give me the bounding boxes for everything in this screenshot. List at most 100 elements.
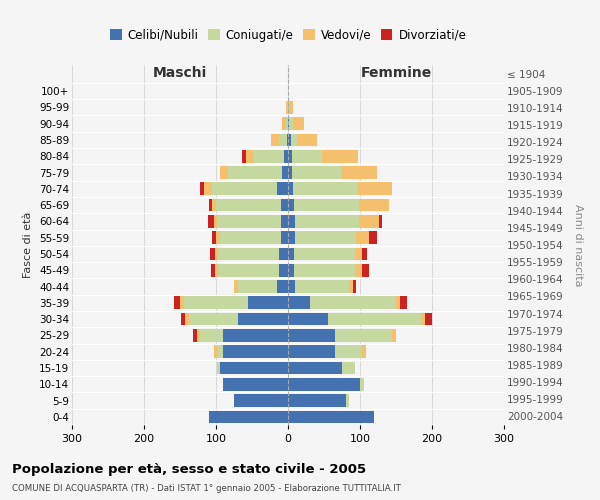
Text: COMUNE DI ACQUASPARTA (TR) - Dati ISTAT 1° gennaio 2005 - Elaborazione TUTTITALI: COMUNE DI ACQUASPARTA (TR) - Dati ISTAT … [12, 484, 401, 493]
Bar [217, 362, 220, 374]
Bar [288, 232, 295, 244]
Bar [294, 264, 355, 276]
Bar [288, 378, 360, 390]
Text: Popolazione per età, sesso e stato civile - 2005: Popolazione per età, sesso e stato civil… [12, 462, 366, 475]
Bar [209, 248, 215, 260]
Bar [216, 232, 220, 244]
Bar [212, 182, 277, 195]
Bar [335, 329, 392, 342]
Bar [238, 280, 277, 293]
Y-axis label: Anni di nascita: Anni di nascita [573, 204, 583, 286]
Bar [277, 280, 288, 293]
Bar [197, 329, 200, 342]
Bar [360, 378, 364, 390]
Bar [280, 264, 288, 276]
Bar [282, 118, 286, 130]
Bar [228, 166, 282, 179]
Bar [280, 134, 287, 146]
Bar [294, 248, 355, 260]
Bar [220, 362, 288, 374]
Bar [220, 232, 281, 244]
Bar [342, 166, 377, 179]
Bar [284, 150, 288, 162]
Bar [288, 313, 328, 326]
Bar [295, 232, 356, 244]
Bar [218, 264, 280, 276]
Bar [181, 313, 185, 326]
Bar [359, 215, 379, 228]
Bar [288, 118, 289, 130]
Bar [212, 232, 216, 244]
Bar [281, 215, 288, 228]
Bar [281, 198, 288, 211]
Bar [335, 346, 362, 358]
Bar [271, 134, 280, 146]
Bar [234, 280, 238, 293]
Bar [281, 232, 288, 244]
Bar [184, 296, 248, 309]
Bar [220, 166, 228, 179]
Bar [310, 296, 396, 309]
Bar [287, 134, 288, 146]
Text: Femmine: Femmine [361, 66, 431, 80]
Bar [355, 248, 362, 260]
Bar [400, 296, 407, 309]
Bar [288, 101, 289, 114]
Bar [293, 118, 304, 130]
Bar [209, 410, 288, 423]
Bar [288, 346, 335, 358]
Bar [215, 264, 218, 276]
Bar [288, 215, 295, 228]
Bar [288, 410, 374, 423]
Bar [242, 150, 245, 162]
Bar [288, 166, 292, 179]
Bar [353, 280, 356, 293]
Bar [254, 150, 284, 162]
Bar [288, 248, 294, 260]
Bar [211, 264, 215, 276]
Bar [346, 394, 349, 407]
Bar [286, 101, 287, 114]
Bar [362, 346, 366, 358]
Bar [359, 198, 389, 211]
Bar [277, 182, 288, 195]
Bar [218, 248, 280, 260]
Bar [342, 362, 355, 374]
Bar [280, 248, 288, 260]
Bar [185, 313, 188, 326]
Bar [200, 182, 204, 195]
Bar [223, 329, 288, 342]
Bar [288, 134, 291, 146]
Bar [295, 280, 349, 293]
Bar [193, 329, 197, 342]
Bar [289, 118, 293, 130]
Legend: Celibi/Nubili, Coniugati/e, Vedovi/e, Divorziati/e: Celibi/Nubili, Coniugati/e, Vedovi/e, Di… [105, 24, 471, 46]
Bar [180, 296, 184, 309]
Bar [396, 296, 400, 309]
Bar [216, 198, 281, 211]
Bar [291, 134, 296, 146]
Bar [362, 248, 367, 260]
Bar [322, 150, 358, 162]
Bar [288, 362, 342, 374]
Bar [248, 296, 288, 309]
Text: Maschi: Maschi [153, 66, 207, 80]
Bar [245, 150, 254, 162]
Bar [295, 215, 359, 228]
Bar [370, 232, 377, 244]
Bar [288, 150, 292, 162]
Bar [294, 198, 359, 211]
Bar [288, 182, 293, 195]
Bar [392, 329, 396, 342]
Bar [288, 198, 294, 211]
Bar [379, 215, 382, 228]
Bar [421, 313, 425, 326]
Bar [288, 329, 335, 342]
Bar [282, 166, 288, 179]
Bar [328, 313, 421, 326]
Bar [212, 198, 216, 211]
Bar [223, 378, 288, 390]
Bar [217, 346, 223, 358]
Bar [188, 313, 238, 326]
Bar [174, 296, 180, 309]
